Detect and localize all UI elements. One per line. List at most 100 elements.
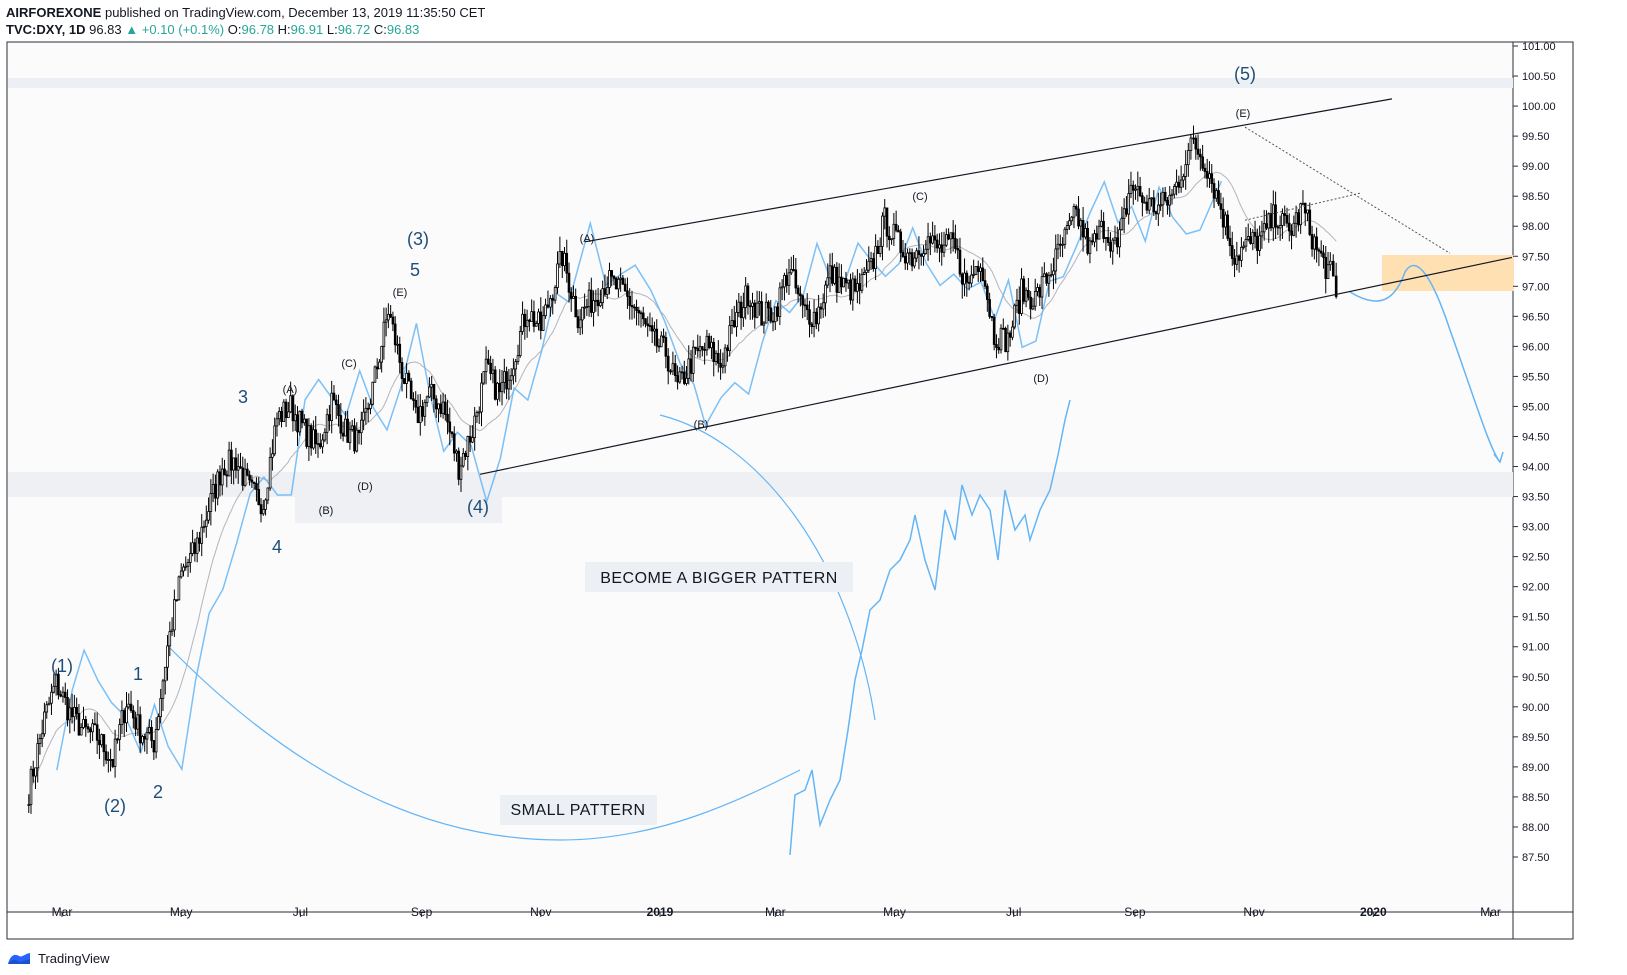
candle-body [1219,203,1223,210]
price-series[interactable] [27,125,1338,814]
price-tick-label: 91.50 [1522,612,1550,624]
candle-body [1287,222,1291,232]
candle-body [1102,220,1105,239]
candle-body [1033,291,1037,307]
candle-body [835,266,839,293]
candle-body [34,767,37,777]
candle-body [175,599,178,602]
candle-body [753,302,757,318]
candle-body [960,273,964,285]
candle-body [1221,208,1225,228]
candle-body [1157,204,1160,215]
candle-body [653,328,656,332]
candle-body [792,269,795,271]
candle-body [268,456,272,489]
candle-body [444,401,447,415]
candle-body [321,439,324,448]
candle-body [805,304,809,311]
candle-body [1189,137,1193,151]
candle-body [691,346,695,374]
candle-body [1017,299,1021,314]
candle-body [491,369,495,374]
price-tick-label: 101.00 [1522,41,1556,53]
candle-body [917,250,921,256]
candle-body [102,734,106,753]
candle-body [666,355,670,372]
candle-body [441,401,445,414]
candle-body [1224,214,1227,228]
candle-body [113,738,117,767]
candle-body [1215,190,1218,199]
candle-body [207,511,210,521]
candle-body [473,415,476,439]
candle-body [1244,238,1248,247]
candle-body [1212,183,1216,199]
candle-body [116,738,119,741]
candle-body [1090,240,1094,243]
candle-body [284,401,288,419]
candle-body [464,452,467,457]
abc-wave-label: (B) [319,505,334,517]
candle-body [837,276,841,293]
tradingview-footer[interactable]: TradingView [6,950,110,966]
candle-body [1186,150,1190,166]
time-tick-label: Mar [52,905,73,919]
candle-body [330,392,333,421]
candle-body [291,395,295,422]
candle-body [660,335,663,348]
candle-body [214,483,217,499]
candle-body [553,287,557,301]
candle-body [252,481,256,484]
high-value: 96.91 [290,22,324,37]
candle-body [198,537,201,544]
candle-body [748,305,752,308]
candle-body [339,415,343,434]
candle-body [976,266,980,272]
candle-body [418,406,422,423]
candle-body [876,245,880,254]
candle-body [1313,236,1316,250]
symbol-name[interactable]: TVC:DXY, 1D [6,22,86,37]
candle-body [200,526,204,544]
candle-body [608,270,611,288]
candle-body [892,223,896,240]
candle-body [325,414,329,433]
time-tick-label: Jul [293,905,308,919]
publisher-name[interactable]: AIRFOREXONE [6,5,102,20]
candle-body [1145,201,1149,211]
candle-body [507,379,511,390]
candle-body [992,317,996,345]
candle-body [650,325,654,332]
candle-body [275,418,279,427]
candle-body [890,238,893,241]
candle-body [1127,193,1130,215]
candle-body [635,307,638,311]
candle-body [66,697,69,721]
candle-body [919,254,923,257]
candle-body [594,299,598,302]
candle-body [599,302,602,307]
candle-body [487,358,490,364]
candle-body [1104,237,1108,239]
candle-body [230,449,233,471]
candle-body [1326,264,1330,279]
candle-body [1020,278,1023,314]
price-tick-label: 100.00 [1522,101,1556,113]
candle-body [626,290,629,297]
candle-body [641,312,645,320]
candle-body [1297,212,1300,226]
candle-body [710,341,713,349]
time-tick-label: Jul [1006,905,1021,919]
axis-ticks: 101.00 100.50 100.00 99.50 99.00 98.50 98.00 97… [52,41,1556,919]
candle-body [1068,220,1071,226]
candle-body [630,305,634,308]
candle-body [1118,229,1121,248]
candle-body [375,366,379,370]
candle-body [954,238,957,249]
candle-body [735,311,738,328]
candle-body [323,431,327,441]
candle-body [366,407,370,410]
candle-body [512,368,515,377]
candle-body [815,311,818,325]
